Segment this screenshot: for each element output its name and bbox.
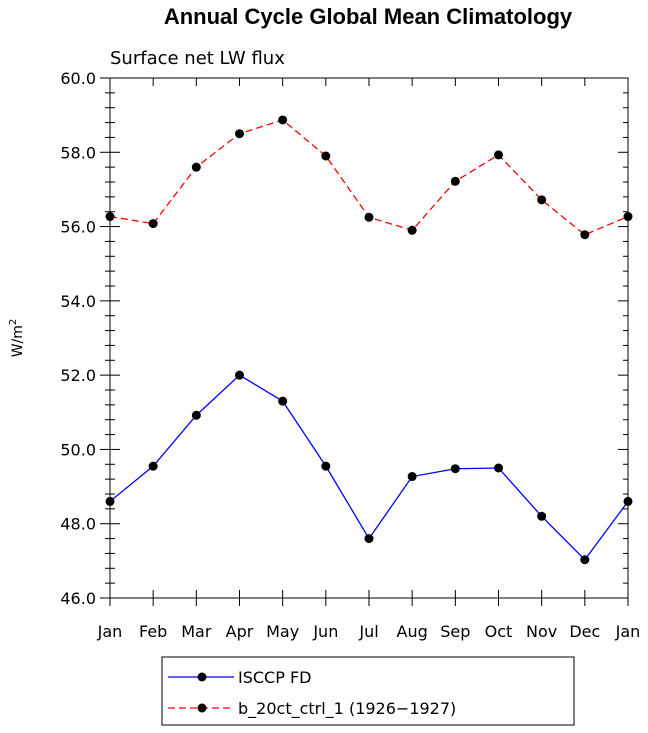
x-tick-label: Oct — [485, 622, 513, 641]
legend-marker — [197, 703, 207, 713]
x-tick-label: Mar — [181, 622, 212, 641]
y-tick-label: 58.0 — [60, 143, 96, 162]
series-layer — [105, 115, 633, 565]
x-tick-label: Jun — [312, 622, 338, 641]
data-point — [148, 461, 158, 471]
data-point — [191, 410, 201, 420]
data-point — [407, 225, 417, 235]
x-tick-label: Nov — [526, 622, 557, 641]
series-1 — [105, 370, 633, 565]
y-tick-label: 60.0 — [60, 69, 96, 88]
series-2 — [105, 115, 633, 240]
data-point — [105, 496, 115, 506]
y-tick-label: 48.0 — [60, 515, 96, 534]
data-point — [364, 212, 374, 222]
x-axis: Jan Feb Mar Apr May Jun Jul Aug Sep Oct Nov Dec Jan — [97, 78, 641, 641]
data-point — [105, 212, 115, 222]
x-tick-label: Feb — [139, 622, 167, 641]
data-point — [537, 195, 547, 205]
data-point — [278, 115, 288, 125]
data-point — [450, 176, 460, 186]
legend-box — [161, 656, 575, 726]
y-tick-label: 54.0 — [60, 292, 96, 311]
x-tick-label: Jan — [97, 622, 123, 641]
data-point — [321, 151, 331, 161]
legend-label: b_20ct_ctrl_1 (1926−1927) — [238, 699, 456, 719]
y-tick-label: 52.0 — [60, 366, 96, 385]
legend-marker — [197, 672, 207, 682]
data-point — [235, 370, 244, 380]
data-point — [580, 555, 590, 565]
chart-title: Annual Cycle Global Mean Climatology — [164, 4, 573, 29]
series-line — [109, 374, 629, 561]
data-point — [321, 461, 331, 471]
data-point — [580, 230, 590, 240]
data-point — [148, 219, 158, 229]
y-tick-label: 56.0 — [60, 218, 96, 237]
data-point — [537, 511, 547, 521]
data-point — [494, 150, 503, 160]
plot-frame — [109, 77, 629, 599]
data-point — [191, 162, 201, 172]
x-tick-label: May — [266, 622, 299, 641]
data-point — [623, 212, 633, 222]
data-point — [494, 463, 503, 473]
x-tick-label: Jul — [358, 622, 378, 641]
legend-label: ISCCP FD — [238, 668, 311, 687]
data-point — [450, 464, 460, 474]
y-tick-label: 50.0 — [60, 440, 96, 459]
y-tick-label: 46.0 — [60, 589, 96, 608]
data-point — [235, 129, 244, 139]
y-axis: 46.0 48.0 50.0 52.0 54.0 56.0 58.0 60.0 — [60, 69, 628, 608]
data-point — [278, 396, 288, 406]
data-point — [623, 496, 633, 506]
data-point — [364, 534, 374, 544]
y-axis-label: W/m2 — [8, 319, 26, 358]
x-tick-label: Sep — [440, 622, 470, 641]
x-tick-label: Jan — [615, 622, 641, 641]
x-tick-label: Aug — [397, 622, 428, 641]
data-point — [407, 472, 417, 482]
legend: ISCCP FD b_20ct_ctrl_1 (1926−1927) — [161, 656, 575, 726]
x-tick-label: Apr — [226, 622, 254, 641]
chart-subtitle: Surface net LW flux — [110, 48, 285, 69]
x-tick-label: Dec — [569, 622, 600, 641]
